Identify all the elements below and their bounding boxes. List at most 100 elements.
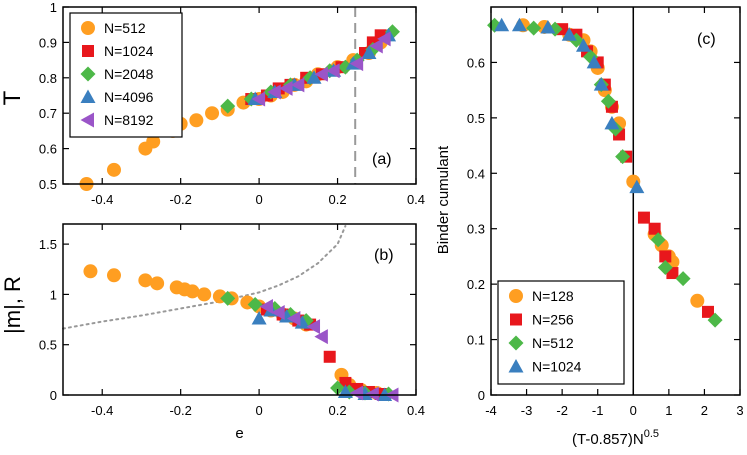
- data-point: [271, 305, 285, 321]
- legend-marker: [81, 21, 95, 35]
- data-point: [330, 380, 346, 396]
- legend-marker: [82, 45, 94, 57]
- data-point: [701, 305, 714, 318]
- y-tick-label: 0: [50, 388, 57, 403]
- x-tick-label: -0.4: [91, 403, 113, 418]
- x-tick-label: -0.4: [91, 192, 113, 207]
- y-tick-label: 0.6: [39, 142, 57, 157]
- data-point: [294, 315, 310, 329]
- series-n-256: [556, 23, 714, 318]
- data-point: [659, 250, 672, 263]
- data-point: [540, 20, 556, 34]
- data-point: [494, 17, 510, 32]
- x-tick-label: 0: [630, 403, 637, 418]
- data-point: [314, 66, 328, 82]
- data-point: [675, 271, 691, 287]
- legend-marker: [508, 359, 524, 373]
- data-point: [637, 211, 650, 224]
- legend-entry: N=512: [532, 335, 574, 351]
- panel-c: -4 -3 -2 -1 0 1 2 3 0 0.1 0.2 0.3 0.4 0.5 0.6 (c) Binder…: [435, 6, 744, 448]
- legend-marker: [80, 89, 96, 103]
- data-point: [83, 264, 98, 279]
- data-point: [314, 329, 328, 345]
- x-tick-label: -2: [556, 403, 568, 418]
- series-n-8192: [259, 298, 399, 403]
- y-tick-label: 1: [50, 0, 57, 15]
- data-point: [377, 31, 391, 47]
- data-point: [349, 385, 364, 401]
- data-point: [267, 84, 281, 100]
- axes-frame: [490, 6, 741, 396]
- legend-marker: [80, 112, 94, 128]
- series-n-8192: [251, 31, 391, 107]
- x-axis-label: e: [235, 425, 243, 442]
- x-tick-label: 0.4: [407, 403, 425, 418]
- x-axis-label: (T-0.857)N0.5: [572, 428, 659, 448]
- data-point: [138, 273, 153, 288]
- panel-b: -0.4 -0.2 0 0.2 0.4 0 0.5 1 1.5 (b) |m|, R e: [0, 223, 425, 442]
- data-point: [220, 98, 236, 114]
- data-point: [629, 179, 645, 194]
- data-point: [205, 106, 220, 121]
- legend-entry: N=1024: [532, 359, 582, 375]
- legend-marker: [510, 313, 522, 326]
- y-tick-label: 0.6: [467, 55, 485, 70]
- data-point: [369, 38, 383, 54]
- y-tick-label: 0.4: [467, 166, 485, 181]
- series-n-1024: [494, 17, 645, 194]
- series-n-128: [516, 18, 705, 308]
- data-point: [361, 45, 377, 60]
- data-point: [106, 268, 121, 283]
- y-axis-label: |m|, R: [0, 276, 25, 334]
- legend-entry: N=256: [532, 312, 574, 328]
- data-point: [657, 260, 673, 276]
- legend-entry: N=2048: [104, 66, 154, 82]
- y-tick-label: 1: [50, 287, 57, 302]
- x-tick-label: 0.2: [329, 403, 347, 418]
- axes-frame: [62, 223, 417, 396]
- data-point: [306, 319, 321, 335]
- data-point: [600, 93, 616, 109]
- x-tick-label: 3: [736, 403, 743, 418]
- y-tick-label: 0.8: [39, 71, 57, 86]
- data-point: [349, 56, 364, 72]
- data-point: [365, 386, 379, 402]
- data-point: [650, 232, 666, 248]
- legend-marker: [508, 335, 524, 351]
- x-tick-label: -3: [521, 403, 533, 418]
- legend-entry: N=1024: [104, 43, 154, 59]
- y-tick-label: 0.5: [39, 177, 57, 192]
- x-tick-label: 0: [255, 403, 262, 418]
- y-axis-label: T: [0, 90, 26, 105]
- legend: N=128 N=256 N=512 N=1024: [497, 280, 625, 385]
- x-tick-label: -0.2: [169, 403, 191, 418]
- y-tick-label: 0.5: [467, 111, 485, 126]
- legend-entry: N=4096: [104, 89, 154, 105]
- legend-entry: N=128: [532, 288, 574, 304]
- data-point: [561, 27, 577, 41]
- data-point: [279, 80, 293, 96]
- y-tick-label: 0.5: [39, 338, 57, 353]
- y-tick-label: 0.9: [39, 35, 57, 50]
- data-point: [690, 293, 705, 308]
- legend: N=512 N=1024 N=2048 N=4096 N=8192: [69, 12, 183, 138]
- dotted-curve: [62, 225, 347, 330]
- data-point: [189, 113, 204, 128]
- data-point: [326, 63, 340, 79]
- x-tick-label: 1: [665, 403, 672, 418]
- data-point: [251, 311, 267, 325]
- y-tick-label: 1.5: [39, 237, 57, 252]
- x-tick-label: 2: [701, 403, 708, 418]
- data-point: [247, 296, 263, 312]
- legend-marker: [80, 66, 96, 82]
- data-point: [150, 276, 165, 291]
- y-tick-label: 0: [478, 388, 485, 403]
- panel-label: (b): [374, 247, 394, 264]
- data-point: [106, 162, 121, 177]
- data-point: [185, 284, 200, 299]
- data-point: [575, 38, 591, 52]
- legend-entry: N=8192: [104, 112, 154, 128]
- x-tick-label: 0.2: [329, 192, 347, 207]
- panel-label: (c): [697, 31, 716, 48]
